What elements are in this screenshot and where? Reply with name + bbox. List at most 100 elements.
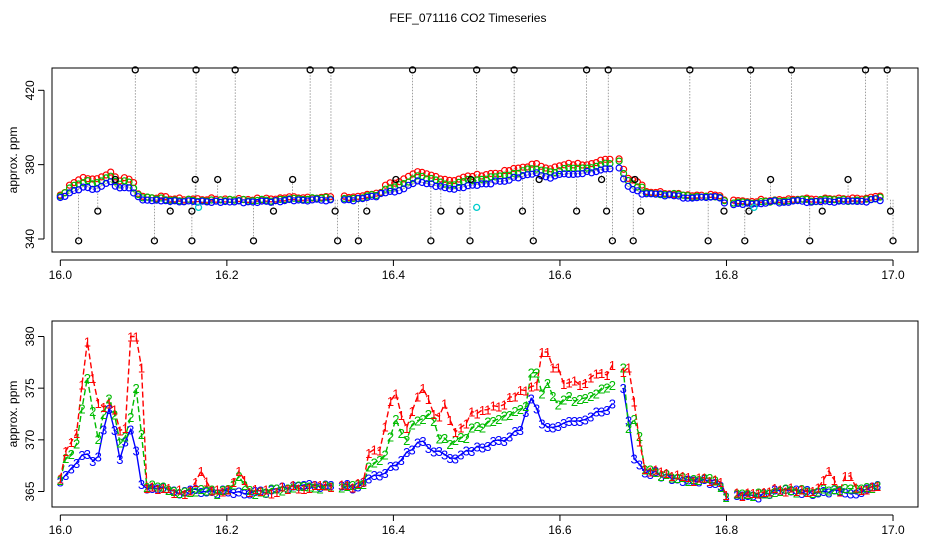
panel-bottom: approx. ppm 16.0 16.2 16.4 16.6 16.8 17.0 365 3… [6, 320, 919, 537]
series-1-marker: 1 [620, 365, 627, 380]
sensor3-point [812, 197, 820, 205]
sensor3-point [789, 197, 797, 205]
series-2-marker: 2 [663, 467, 670, 482]
series-3-marker: 3 [793, 482, 800, 497]
series-2-marker: 2 [327, 479, 334, 494]
series-2-marker: 2 [165, 483, 172, 498]
series-2-marker: 2 [820, 482, 827, 497]
sensor3-point [688, 194, 696, 202]
sensor2-point [290, 194, 298, 202]
series-2-marker: 2 [603, 380, 610, 395]
sensor3-point [322, 197, 330, 205]
series-1-marker: 1 [425, 392, 432, 407]
sensor2-point [560, 164, 568, 173]
outlier-point [608, 237, 617, 245]
series-1-marker: 1 [349, 480, 356, 495]
series-1-marker: 1 [798, 483, 805, 498]
series-2-marker: 2 [722, 490, 729, 505]
series-3-marker: 3 [858, 485, 865, 500]
series-3-marker: 3 [62, 468, 69, 483]
series-3-marker: 3 [360, 475, 367, 490]
x-tick-label: 17.0 [881, 268, 905, 282]
series-2-marker: 2 [268, 482, 275, 497]
series-1-marker: 1 [782, 484, 789, 499]
sensor3-point [194, 198, 202, 206]
x-tick-label: 16.8 [715, 268, 739, 282]
series-3-marker: 3 [706, 476, 713, 491]
x-tick-label: 17.0 [881, 523, 905, 537]
outlier-point [327, 66, 335, 74]
series-2-marker: 2 [522, 399, 529, 414]
series-3-marker: 3 [192, 482, 199, 497]
series-2-marker: 2 [625, 421, 632, 436]
outlier-point [604, 66, 612, 74]
series-1-marker: 1 [760, 485, 767, 500]
main-title: FEF_071116 CO2 Timeseries [390, 11, 547, 25]
outlier-point [704, 237, 712, 245]
series-3-marker: 3 [771, 483, 778, 498]
sensor3-point [702, 193, 710, 202]
series-3-marker: 3 [603, 403, 610, 418]
axes-top: 16.0 16.2 16.4 16.6 16.8 17.0 340 380 420 [23, 80, 905, 282]
sensor3-point [478, 180, 486, 188]
series-2-marker: 2 [473, 419, 480, 434]
sensor2-point [455, 178, 463, 186]
sensor3-point [798, 197, 806, 205]
series-2-marker: 2 [300, 479, 307, 494]
series-2-marker: 2 [57, 473, 64, 488]
sensor1-point [116, 177, 124, 185]
series-1-marker: 1 [289, 478, 296, 493]
series-1-marker: 1 [419, 381, 426, 396]
outlier-point [686, 66, 694, 74]
series-1-marker: 1 [749, 486, 756, 501]
series-1-marker: 1 [268, 486, 275, 501]
outlier-point [188, 207, 196, 215]
series-3-marker: 3 [739, 488, 746, 503]
series-2-marker: 2 [403, 433, 410, 448]
sensor3-point [775, 199, 784, 207]
series-3-marker: 3 [116, 452, 123, 467]
sensor1-point [615, 155, 623, 163]
sensor3-point [606, 165, 614, 173]
sensor3-point [198, 197, 206, 205]
sensor3-point [455, 183, 463, 192]
series-2-marker: 2 [576, 392, 583, 407]
series-2-marker: 2 [241, 478, 248, 493]
sensor1-point [510, 164, 518, 173]
sensor3-point [615, 164, 623, 172]
sensor3-point [404, 181, 412, 189]
series-3-marker: 3 [657, 470, 664, 485]
series-3-marker: 3 [874, 478, 881, 493]
series-1-marker: 1 [847, 469, 854, 484]
sensor2-point [739, 198, 747, 206]
sensor3-point [180, 198, 188, 206]
series-2-marker: 2 [690, 472, 697, 487]
sensor1-point [235, 194, 243, 203]
series-1-marker: 1 [712, 473, 719, 488]
series-3-marker: 3 [831, 483, 838, 498]
series-2-marker: 2 [365, 460, 372, 475]
sensor3-point [876, 197, 884, 205]
series-1-marker: 1 [820, 473, 827, 488]
outlier-point [306, 66, 314, 74]
sensor3-point [592, 168, 600, 176]
series-3-marker: 3 [78, 448, 85, 463]
outlier-point [529, 237, 537, 245]
sensor3-point [102, 179, 110, 187]
series-3-marker: 3 [609, 396, 616, 411]
sensor3-point [739, 200, 747, 208]
series-2-marker: 2 [132, 381, 139, 396]
series-1-marker: 1 [224, 483, 231, 498]
series-2-marker: 2 [652, 465, 659, 480]
series-3-marker: 3 [501, 434, 508, 449]
sensor3-point [189, 197, 197, 205]
sensor2-point [583, 164, 591, 172]
sensor1-point [574, 159, 582, 167]
series-2-marker: 2 [852, 482, 859, 497]
sensor3-point [276, 198, 284, 206]
series-1-marker: 1 [869, 479, 876, 494]
series-2-marker: 2 [587, 389, 594, 404]
sensor3-point [757, 200, 765, 208]
sensor3-point [496, 177, 504, 185]
series-1-marker: 1 [446, 413, 453, 428]
